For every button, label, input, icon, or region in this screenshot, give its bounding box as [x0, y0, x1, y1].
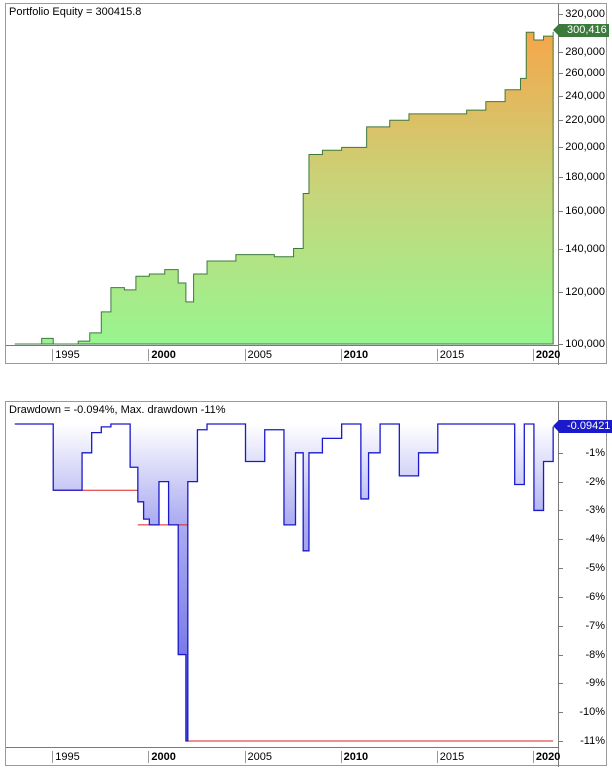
drawdown-area [14, 424, 554, 741]
y-tick [559, 481, 563, 483]
x-tick-label: 2015 [436, 349, 464, 361]
drawdown-plot-area: Drawdown = -0.094%, Max. drawdown -11% [6, 402, 559, 747]
x-tick-label: 2005 [244, 751, 272, 763]
y-tick-label: 100,000 [565, 338, 605, 350]
drawdown-last-value-badge: -0.09421 [552, 420, 612, 433]
x-tick-label: 1995 [52, 751, 80, 763]
y-tick-label: 320,000 [565, 8, 605, 20]
y-tick [559, 596, 563, 598]
drawdown-area-chart [14, 423, 554, 742]
y-tick [559, 712, 563, 714]
equity-x-axis: 1995 2000 2005 2010 2015 2020 [6, 345, 560, 365]
y-tick-label: -4% [585, 533, 605, 546]
y-tick-label: -5% [585, 562, 605, 575]
y-tick [559, 510, 563, 512]
x-tick-label: 2005 [244, 349, 272, 361]
y-tick-label: 120,000 [565, 286, 605, 299]
equity-chart-pane: Portfolio Equity = 300415.8 320,000 280,0… [5, 3, 609, 365]
y-tick-label: 160,000 [565, 204, 605, 217]
equity-chart-title: Portfolio Equity = 300415.8 [9, 6, 142, 18]
y-tick-label: -10% [579, 706, 605, 719]
x-tick-label: 2020 [532, 751, 560, 763]
y-tick-label: -8% [585, 648, 605, 661]
y-tick-label: 240,000 [565, 89, 605, 102]
y-tick [559, 95, 563, 97]
drawdown-chart-title: Drawdown = -0.094%, Max. drawdown -11% [9, 404, 226, 416]
y-tick [559, 51, 563, 53]
y-tick [559, 248, 563, 250]
equity-area [14, 31, 554, 345]
drawdown-chart-pane: Drawdown = -0.094%, Max. drawdown -11% -… [5, 401, 612, 767]
drawdown-line [14, 423, 554, 742]
y-tick-label: -1% [585, 446, 605, 459]
y-tick [559, 654, 563, 656]
x-tick-label: 1995 [52, 349, 80, 361]
y-tick-label: 140,000 [565, 242, 605, 255]
y-tick [559, 210, 563, 212]
y-tick-label: 280,000 [565, 45, 605, 58]
y-tick-label: 260,000 [565, 66, 605, 79]
y-tick [559, 72, 563, 74]
y-tick-label: 200,000 [565, 141, 605, 154]
equity-area-chart [14, 31, 554, 345]
y-tick [559, 344, 563, 345]
y-tick [559, 539, 563, 541]
x-tick-label: 2010 [340, 751, 368, 763]
y-tick-label: -6% [585, 590, 605, 603]
x-tick-label: 2015 [436, 751, 464, 763]
x-tick-label: 2000 [148, 349, 176, 361]
y-tick [559, 120, 563, 122]
y-tick-label: 220,000 [565, 114, 605, 127]
y-tick [559, 568, 563, 570]
y-tick-label: -2% [585, 475, 605, 488]
y-tick [559, 177, 563, 179]
drawdown-x-axis: 1995 2000 2005 2010 2015 2020 [6, 747, 560, 767]
y-tick [559, 625, 563, 627]
y-tick [559, 14, 563, 15]
y-tick-label: -7% [585, 619, 605, 632]
equity-last-value-badge: 300,416 [553, 24, 609, 37]
y-tick-label: -9% [585, 677, 605, 690]
x-tick-label: 2000 [148, 751, 176, 763]
y-tick-label: 180,000 [565, 171, 605, 184]
y-tick [559, 683, 563, 685]
y-tick [559, 452, 563, 454]
x-tick-label: 2010 [340, 349, 368, 361]
y-tick-label: -3% [585, 504, 605, 517]
y-tick [559, 292, 563, 294]
y-tick-label: -11% [580, 735, 605, 747]
y-tick [559, 741, 563, 742]
equity-plot-area: Portfolio Equity = 300415.8 [6, 4, 559, 345]
y-tick [559, 147, 563, 149]
x-tick-label: 2020 [532, 349, 560, 361]
